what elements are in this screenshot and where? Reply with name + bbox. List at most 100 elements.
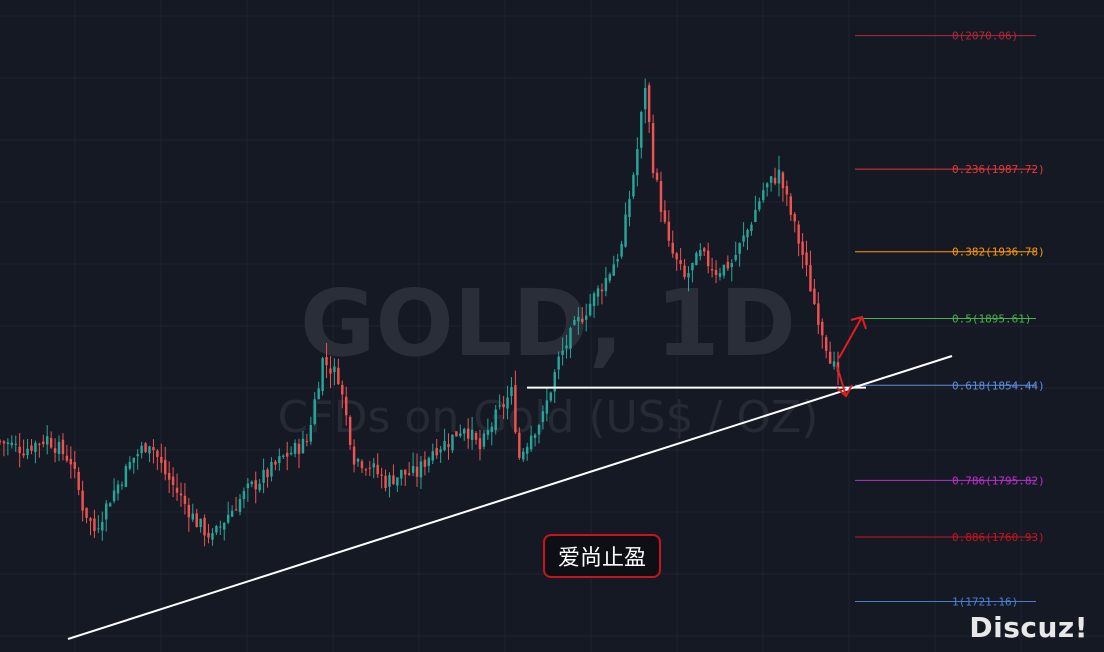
watermark-symbol: GOLD, 1D bbox=[300, 270, 796, 377]
candle-body bbox=[128, 462, 132, 469]
candle-body bbox=[160, 456, 163, 463]
candle-body bbox=[734, 254, 737, 261]
candle-body bbox=[451, 434, 454, 451]
candle-body bbox=[644, 87, 647, 110]
candle-body bbox=[215, 525, 218, 533]
candle bbox=[195, 508, 198, 528]
candle bbox=[120, 481, 124, 490]
candle bbox=[191, 503, 194, 523]
candle-body bbox=[443, 441, 446, 451]
candle-body bbox=[691, 263, 694, 271]
candle-body bbox=[6, 442, 10, 445]
candle-body bbox=[730, 263, 733, 268]
candle-body bbox=[522, 451, 525, 460]
candle bbox=[754, 195, 757, 223]
candle-body bbox=[659, 181, 663, 212]
candle-body bbox=[411, 466, 415, 473]
candle bbox=[30, 439, 33, 455]
candle-body bbox=[581, 318, 584, 322]
candle bbox=[305, 433, 309, 447]
candle-body bbox=[285, 452, 289, 457]
candle bbox=[714, 260, 718, 283]
candle bbox=[356, 457, 360, 467]
candle-body bbox=[22, 453, 25, 456]
candle-body bbox=[203, 517, 206, 536]
candle-body bbox=[266, 469, 269, 478]
candle-body bbox=[435, 448, 438, 456]
candle bbox=[640, 110, 643, 159]
candle-body bbox=[541, 411, 545, 423]
candle-body bbox=[69, 458, 73, 465]
candle-body bbox=[592, 293, 596, 306]
candle-body bbox=[10, 442, 14, 446]
candle-body bbox=[699, 249, 702, 257]
candle-body bbox=[655, 172, 659, 180]
candle bbox=[785, 180, 789, 207]
candle-body bbox=[455, 431, 458, 437]
candle bbox=[34, 440, 37, 464]
candle bbox=[38, 442, 41, 458]
candle bbox=[459, 424, 462, 438]
candle bbox=[344, 386, 348, 426]
candle bbox=[817, 292, 820, 335]
candle bbox=[577, 307, 580, 335]
candle bbox=[809, 250, 812, 292]
candle-body bbox=[679, 260, 682, 264]
candle-body bbox=[506, 397, 509, 409]
candle bbox=[392, 464, 395, 486]
candle-body bbox=[116, 484, 120, 494]
candle bbox=[419, 455, 423, 489]
candle-body bbox=[274, 461, 277, 465]
candle-body bbox=[136, 454, 139, 457]
candle-body bbox=[329, 368, 332, 374]
candle bbox=[321, 356, 324, 396]
candle-body bbox=[337, 367, 340, 385]
candle-body bbox=[333, 366, 336, 372]
candle-body bbox=[34, 442, 37, 452]
candle-body bbox=[486, 430, 490, 435]
candle bbox=[211, 528, 214, 546]
candle-body bbox=[270, 462, 273, 477]
candle-body bbox=[494, 409, 497, 430]
candle bbox=[742, 222, 745, 247]
candle bbox=[687, 266, 690, 292]
candle bbox=[616, 253, 619, 268]
candle-body bbox=[832, 361, 836, 367]
candle bbox=[53, 438, 57, 463]
candle-body bbox=[238, 498, 242, 512]
candle bbox=[439, 445, 442, 463]
candle bbox=[140, 441, 143, 459]
candle-body bbox=[640, 111, 643, 148]
candle-body bbox=[769, 176, 773, 183]
candle bbox=[199, 518, 202, 533]
candle-body bbox=[30, 445, 33, 451]
candle bbox=[309, 416, 313, 445]
candle bbox=[376, 453, 379, 478]
candle-body bbox=[510, 387, 513, 396]
candle-body bbox=[612, 264, 615, 276]
candle-body bbox=[77, 471, 80, 491]
candle bbox=[278, 448, 281, 471]
candle bbox=[270, 457, 273, 482]
candle bbox=[710, 257, 714, 278]
candle bbox=[49, 431, 53, 449]
candle-body bbox=[105, 503, 108, 520]
candle bbox=[258, 479, 261, 493]
candle-body bbox=[97, 528, 100, 530]
candle-body bbox=[561, 350, 564, 355]
candle-body bbox=[321, 358, 324, 392]
candle-body bbox=[132, 457, 135, 463]
candle bbox=[81, 480, 84, 522]
candle bbox=[282, 454, 285, 459]
candle bbox=[659, 171, 663, 223]
candle bbox=[801, 233, 804, 269]
ascending-trendline[interactable] bbox=[67, 355, 953, 640]
candle-body bbox=[423, 459, 427, 467]
candle bbox=[569, 326, 572, 359]
fibonacci-levels: 0(2070.06) 0.236(1987.72) 0.382(1936.78) 0.… bbox=[855, 30, 1045, 608]
candle bbox=[655, 168, 659, 183]
candle-body bbox=[459, 433, 462, 436]
candle-body bbox=[549, 392, 553, 401]
